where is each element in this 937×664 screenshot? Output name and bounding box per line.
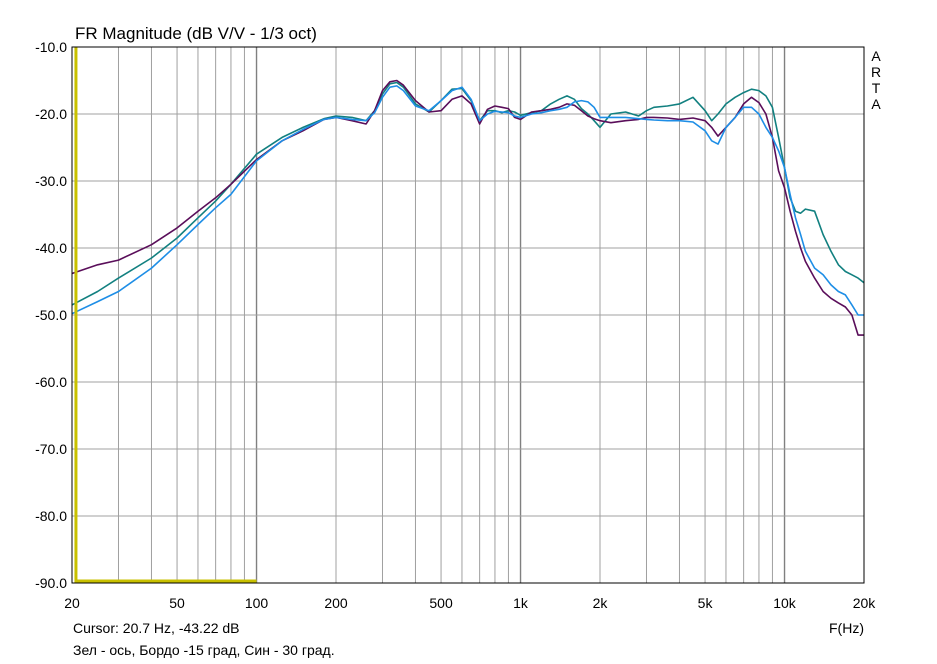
x-tick-label: 20 [64, 595, 80, 611]
series-line-green [71, 81, 865, 306]
x-tick-label: 50 [169, 595, 185, 611]
series-layer [71, 79, 865, 336]
y-tick-label: -10.0 [35, 39, 67, 55]
y-tick-label: -60.0 [35, 374, 67, 390]
x-tick-labels: 20 50 100 200 500 1k 2k 5k 10k 20k [64, 595, 876, 611]
x-tick-label: 1k [513, 595, 529, 611]
x-tick-label: 5k [698, 595, 714, 611]
x-tick-label: 500 [429, 595, 453, 611]
series-line-blue [71, 85, 864, 316]
y-tick-label: -90.0 [35, 575, 67, 591]
chart-title: FR Magnitude (dB V/V - 1/3 oct) [75, 24, 317, 43]
x-tick-label: 10k [773, 595, 797, 611]
plot-frame [71, 46, 865, 584]
watermark-letter: R [871, 64, 881, 80]
watermark-letter: A [871, 96, 881, 112]
x-tick-label: 2k [593, 595, 609, 611]
cursor-layer [74, 47, 257, 583]
x-tick-label: 200 [324, 595, 348, 611]
x-axis-label: F(Hz) [829, 620, 864, 636]
legend-note: Зел - ось, Бордо -15 град, Син - 30 град… [73, 642, 335, 658]
y-tick-labels: -10.0 -20.0 -30.0 -40.0 -50.0 -60.0 -70.0 -80.0… [35, 39, 67, 591]
x-tick-label: 20k [853, 595, 877, 611]
grid [72, 47, 864, 583]
watermark-letter: T [872, 80, 881, 96]
y-tick-label: -70.0 [35, 441, 67, 457]
y-tick-label: -80.0 [35, 508, 67, 524]
y-tick-label: -50.0 [35, 307, 67, 323]
y-tick-label: -20.0 [35, 106, 67, 122]
y-tick-label: -30.0 [35, 173, 67, 189]
x-tick-label: 100 [245, 595, 269, 611]
watermark-letter: A [871, 48, 881, 64]
y-tick-label: -40.0 [35, 240, 67, 256]
cursor-readout: Cursor: 20.7 Hz, -43.22 dB [73, 620, 240, 636]
